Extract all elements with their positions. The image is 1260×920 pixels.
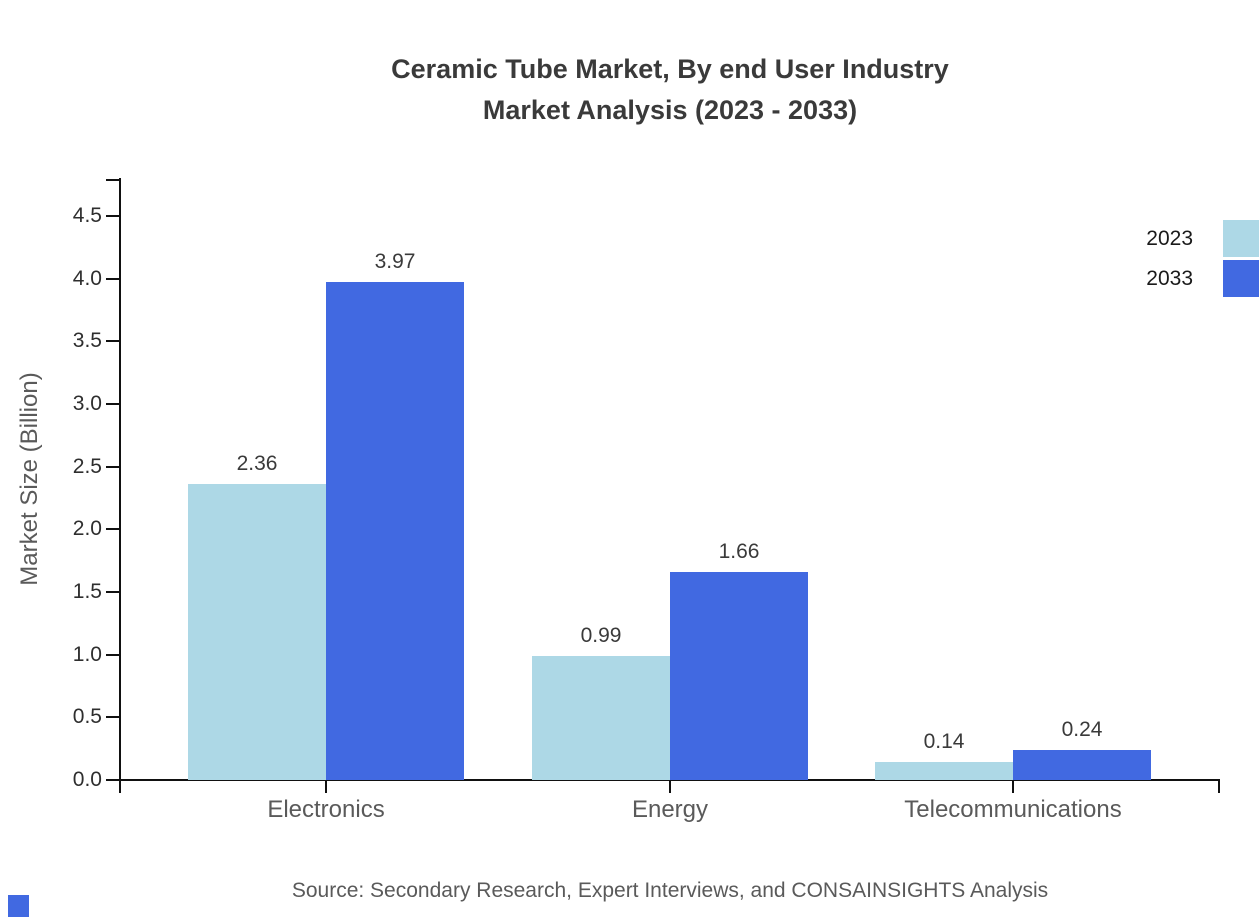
y-axis-end-cap (106, 179, 120, 181)
y-axis-tick-label: 1.5 (72, 580, 102, 603)
y-axis-tick (106, 653, 120, 656)
legend-swatch-2033 (1223, 260, 1259, 297)
y-axis-tick (106, 779, 120, 781)
x-axis-end-cap (1218, 781, 1220, 793)
bar-value-label: 0.24 (1061, 718, 1103, 741)
y-axis-tick-label: 2.0 (72, 517, 102, 541)
legend-label-2023: 2023 (1146, 227, 1193, 250)
bar-2023-electronics (188, 484, 326, 780)
bar-2033-electronics (326, 282, 464, 780)
y-axis-tick (106, 528, 120, 531)
y-axis-tick (106, 277, 120, 280)
x-axis-line (106, 779, 1220, 781)
x-axis-category-label: Telecommunications (904, 796, 1122, 823)
bar-value-label: 1.66 (718, 540, 760, 563)
y-axis-tick (106, 215, 120, 217)
y-axis-tick-label: 3.5 (72, 329, 102, 353)
y-axis-tick-label: 4.5 (72, 204, 102, 227)
bar-2023-telecommunications (875, 762, 1013, 780)
bar-value-label: 3.97 (374, 250, 416, 273)
y-axis-tick (106, 591, 120, 593)
bar-2033-telecommunications (1013, 750, 1151, 780)
x-axis-tick (1012, 781, 1014, 793)
bar-2023-energy (532, 656, 670, 780)
x-axis-category-label: Electronics (267, 796, 385, 823)
source-note: Source: Secondary Research, Expert Inter… (291, 879, 1049, 902)
bar-2033-energy (670, 572, 808, 780)
x-axis-category-label: Energy (631, 796, 709, 823)
bar-value-label: 0.99 (580, 624, 622, 647)
chart-title-line2: Market Analysis (2023 - 2033) (482, 95, 858, 125)
y-axis-tick-label: 0.5 (72, 705, 102, 729)
legend-swatch-2023 (1223, 220, 1259, 257)
y-axis-tick (106, 716, 120, 719)
y-axis-line (119, 178, 121, 793)
x-axis-tick (669, 781, 671, 793)
y-axis-tick (106, 403, 120, 405)
y-axis-tick (106, 340, 120, 343)
y-axis-tick-label: 4.0 (72, 266, 102, 290)
y-axis-tick-label: 2.5 (72, 454, 102, 478)
y-axis-tick-label: 3.0 (72, 392, 102, 415)
legend-label-2033: 2033 (1146, 267, 1193, 290)
y-axis-tick (106, 465, 120, 468)
y-axis-tick-label: 0.0 (72, 768, 102, 791)
chart-title-line1: Ceramic Tube Market, By end User Industr… (391, 54, 949, 84)
chart-title: Ceramic Tube Market, By end User Industr… (120, 49, 1220, 131)
brand-corner-square (8, 895, 29, 917)
x-axis-tick (325, 781, 327, 793)
bar-value-label: 2.36 (236, 452, 278, 475)
bar-value-label: 0.14 (923, 730, 965, 753)
y-axis-tick-label: 1.0 (72, 642, 102, 666)
